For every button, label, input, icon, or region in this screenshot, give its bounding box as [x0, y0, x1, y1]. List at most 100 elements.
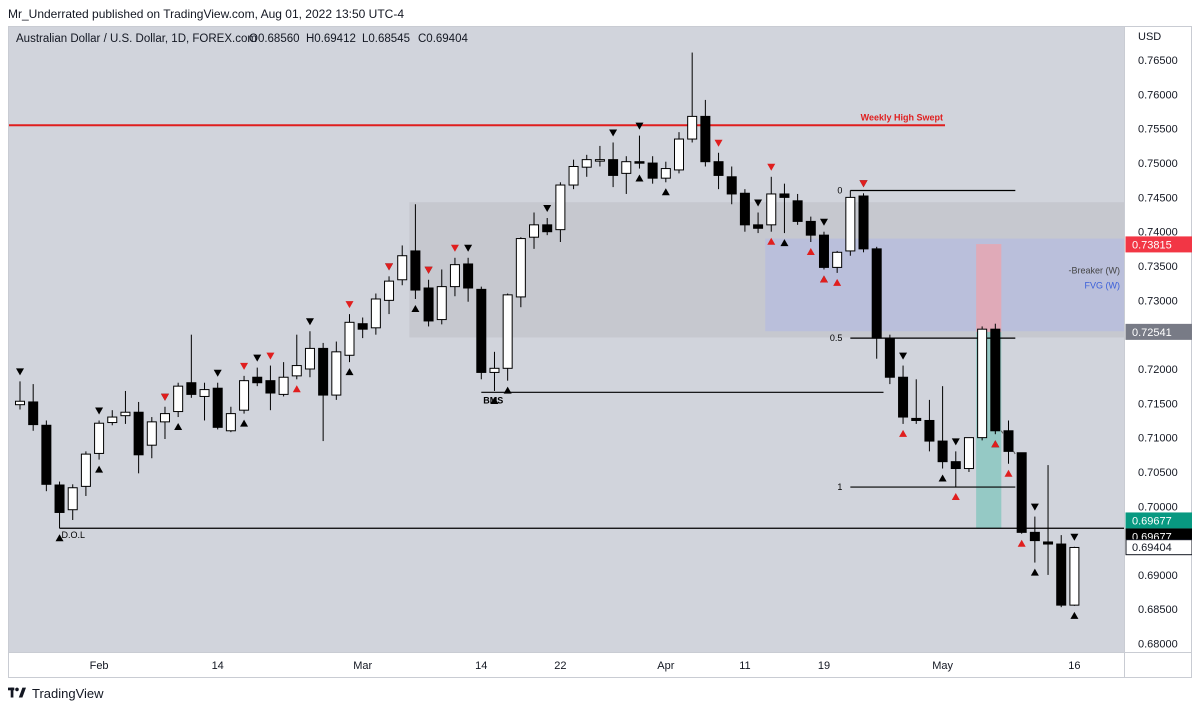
candle-body	[28, 401, 39, 426]
candle-body	[924, 419, 935, 442]
candle-body	[80, 453, 91, 487]
candlestick-chart[interactable]: -Breaker (W) FVG (W) Weekly High Swept BMS D…	[8, 26, 1192, 678]
candle-body	[331, 351, 342, 396]
candle-body	[884, 337, 895, 378]
red-high-marker	[385, 263, 394, 271]
price-tick-label: 0.73000	[1138, 295, 1178, 307]
candle-body	[977, 328, 988, 439]
candle-body	[199, 389, 210, 397]
candle-body	[291, 365, 302, 377]
candle-body	[54, 484, 65, 513]
level-label-weekly-high-swept: Weekly High Swept	[861, 112, 943, 122]
candle-body	[647, 162, 658, 179]
swing-low-marker	[503, 386, 512, 394]
candle-body	[173, 385, 184, 413]
labels-layer: -Breaker (W) FVG (W) Weekly High Swept BMS D…	[62, 112, 1120, 540]
red-low-marker	[806, 248, 815, 256]
price-tag: 0.69677	[1125, 512, 1192, 529]
red-low-marker	[819, 275, 828, 283]
time-tick-label: 11	[739, 660, 750, 672]
candle-body	[832, 251, 843, 268]
candle-body	[779, 193, 790, 198]
candle-body	[410, 250, 421, 291]
red-high-marker	[345, 301, 354, 309]
candle-body	[990, 328, 1001, 432]
candle-body	[436, 286, 447, 321]
swing-high-marker	[305, 318, 314, 326]
red-low-marker	[1017, 539, 1026, 547]
swing-low-marker	[490, 396, 499, 404]
price-tag-bg	[1125, 323, 1192, 340]
price-tick-label: 0.73500	[1138, 261, 1178, 273]
breaker-label: -Breaker (W)	[1069, 266, 1121, 276]
red-low-marker	[1004, 469, 1013, 477]
time-tick-label: 14	[475, 660, 487, 672]
red-low-marker	[899, 429, 908, 437]
swing-low-marker	[345, 368, 354, 376]
swing-high-marker	[16, 368, 24, 376]
candle-body	[937, 440, 948, 463]
candle-body	[159, 413, 170, 423]
red-high-marker	[714, 139, 723, 147]
candle-body	[963, 437, 974, 470]
price-tag-bg	[1125, 512, 1192, 529]
level-label-d-o-l: D.O.L	[62, 530, 86, 540]
candle-body	[67, 487, 78, 511]
candle-body	[687, 115, 698, 140]
candle-body	[674, 138, 684, 171]
price-tick-label: 0.75500	[1138, 124, 1178, 136]
candle-body	[1069, 546, 1080, 606]
time-axis[interactable]: Feb 14 Mar 14 22 Apr 11 19 May 16	[90, 660, 1081, 672]
level-label-fib-0: 0	[837, 186, 842, 196]
price-tick-label: 0.74000	[1138, 227, 1178, 239]
fvg-label: FVG (W)	[1085, 281, 1121, 291]
swing-low-marker	[174, 423, 183, 431]
candles-layer	[15, 52, 1080, 608]
footer-brand: TradingView	[32, 685, 104, 701]
swing-high-marker	[609, 129, 618, 137]
candle-body	[239, 380, 250, 411]
swing-low-marker	[1030, 568, 1039, 576]
price-tag-value: 0.73815	[1132, 239, 1172, 251]
candle-body	[212, 387, 223, 428]
price-tag-bg	[1125, 236, 1192, 253]
red-high-marker	[424, 266, 433, 274]
ohlc-high: H0.69412	[306, 33, 356, 45]
candle-body	[792, 200, 803, 222]
swing-high-marker	[635, 122, 644, 130]
price-tag: 0.73815	[1125, 236, 1192, 253]
time-tick-label: Mar	[353, 660, 372, 672]
red-low-marker	[833, 278, 842, 286]
time-tick-label: 16	[1068, 660, 1080, 672]
candle-body	[384, 280, 395, 301]
candle-body	[898, 376, 909, 418]
price-tag-value: 0.69404	[1132, 542, 1172, 554]
candle-body	[555, 184, 566, 231]
swing-high-marker	[819, 218, 828, 226]
price-tick-label: 0.72000	[1138, 364, 1178, 376]
red-high-marker	[266, 352, 275, 360]
price-tag: 0.69404	[1125, 539, 1192, 556]
candle-body	[608, 159, 619, 176]
candle-body	[1043, 541, 1054, 545]
candle-body	[700, 115, 711, 163]
swing-high-marker	[213, 369, 222, 377]
swing-low-marker	[938, 474, 947, 482]
swing-low-marker	[635, 174, 644, 182]
swing-high-marker	[754, 199, 763, 207]
price-axis[interactable]: 0.76500 0.76000 0.75500 0.75000 0.74500 0.740…	[1138, 55, 1178, 650]
swing-low-marker	[1070, 611, 1079, 619]
candle-body	[304, 347, 315, 370]
price-tick-label: 0.70500	[1138, 467, 1178, 479]
price-tick-label: 0.68500	[1138, 604, 1178, 616]
swing-low-marker	[780, 239, 789, 247]
red-high-marker	[450, 244, 459, 252]
candle-body	[1056, 543, 1067, 606]
candle-body	[370, 298, 381, 329]
candle-body	[766, 193, 777, 226]
candle-body	[911, 417, 922, 421]
publish-line: Mr_Underrated published on TradingView.c…	[8, 7, 405, 21]
level-label-fib-0-5: 0.5	[830, 333, 843, 343]
plot-background	[9, 27, 1124, 652]
price-tag-value: 0.72541	[1132, 327, 1172, 339]
